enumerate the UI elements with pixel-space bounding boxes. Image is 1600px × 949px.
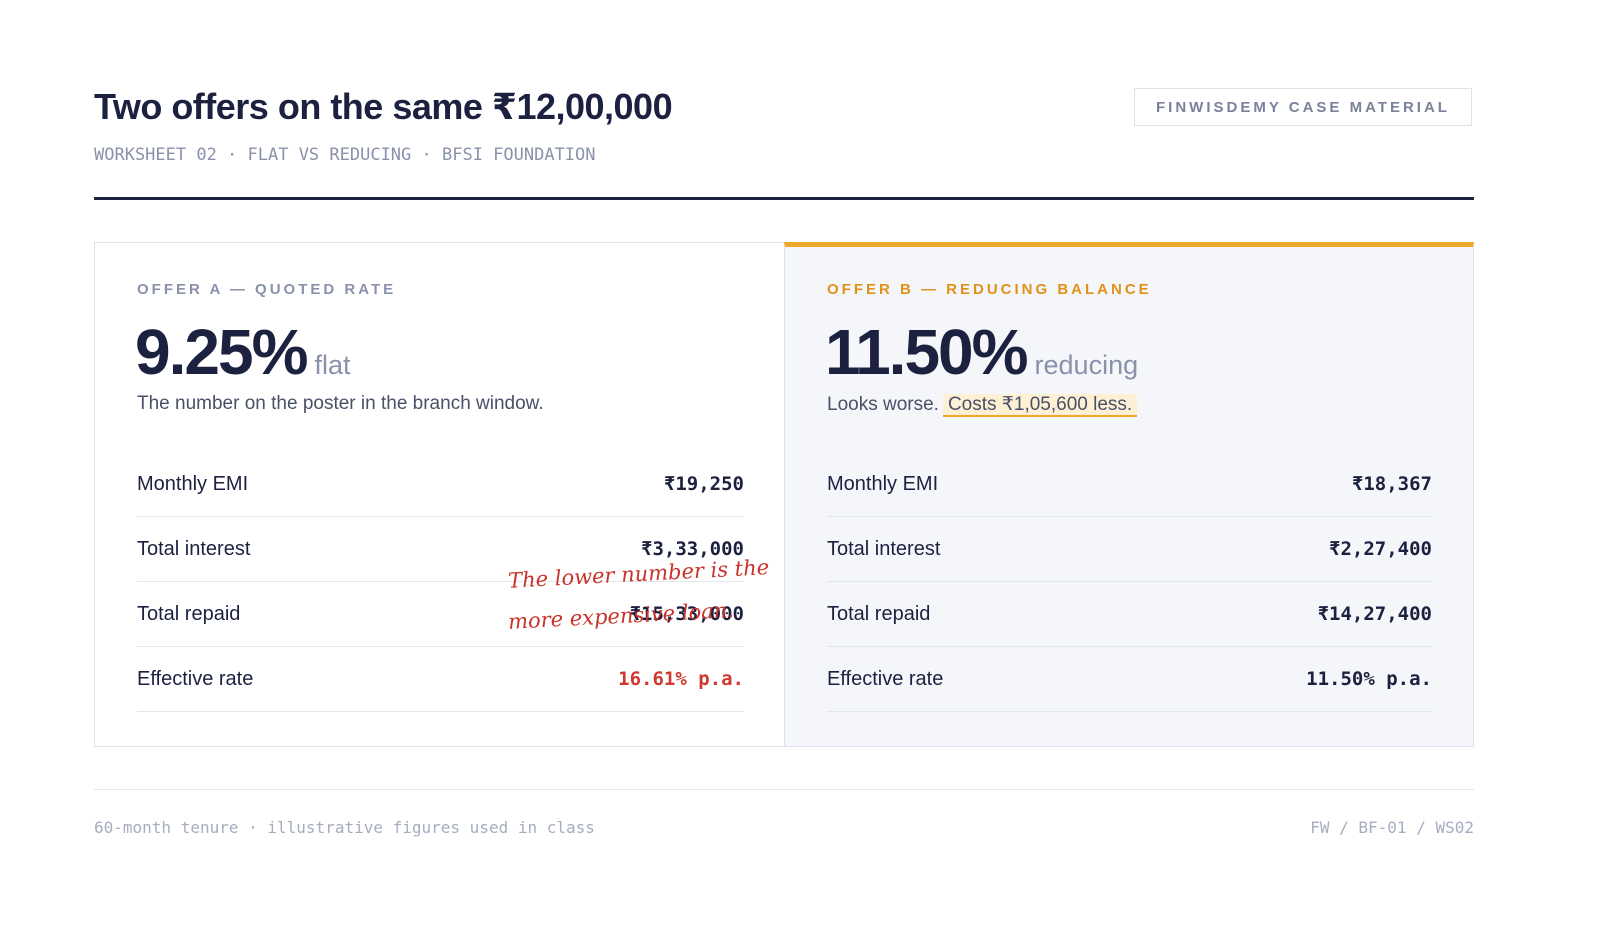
note: Looks worse. Costs ₹1,05,600 less.: [827, 393, 1138, 417]
metric-label: Effective rate: [827, 667, 944, 690]
rate-line: 9.25% flat: [135, 315, 351, 389]
footer-left: 60-month tenure · illustrative figures u…: [94, 818, 595, 837]
subtitle: WORKSHEET 02 · FLAT VS REDUCING · BFSI F…: [94, 145, 596, 165]
metric-label: Monthly EMI: [137, 472, 249, 495]
offer-label: OFFER B — REDUCING BALANCE: [827, 281, 1152, 298]
metric-row: Monthly EMI ₹18,367: [827, 452, 1432, 517]
metric-label: Effective rate: [137, 667, 254, 690]
metric-label: Monthly EMI: [827, 472, 939, 495]
title: Two offers on the same ₹12,00,000: [94, 86, 673, 127]
note: The number on the poster in the branch w…: [137, 393, 544, 415]
metric-row: Effective rate 11.50% p.a.: [827, 647, 1432, 712]
offer-label: OFFER A — QUOTED RATE: [137, 281, 397, 298]
metric-value: 11.50% p.a.: [1306, 668, 1432, 690]
note-text: The number on the poster in the branch w…: [137, 393, 544, 414]
metric-value: 16.61% p.a.: [618, 668, 744, 690]
rate: 11.50%: [825, 316, 1029, 388]
note-text: Looks worse.: [827, 394, 939, 415]
metric-row: Monthly EMI ₹19,250: [137, 452, 744, 517]
offer-card: OFFER A — QUOTED RATE 9.25% flat The number…: [94, 242, 785, 747]
metric-value: ₹18,367: [1351, 473, 1432, 495]
rate: 9.25%: [135, 316, 308, 388]
metric-row: Effective rate 16.61% p.a.: [137, 647, 744, 712]
metric-value: ₹19,250: [663, 473, 744, 495]
rate-unit: reducing: [1034, 350, 1139, 380]
metric-row: Total repaid ₹15,33,000: [137, 582, 744, 647]
metric-value: ₹2,27,400: [1329, 538, 1432, 560]
metric-value: ₹14,27,400: [1317, 603, 1432, 625]
rate-unit: flat: [314, 350, 351, 380]
offer-card: OFFER B — REDUCING BALANCE 11.50% reducing…: [784, 242, 1474, 747]
metric-label: Total repaid: [827, 602, 931, 625]
metric-label: Total repaid: [137, 602, 241, 625]
footer-right: FW / BF-01 / WS02: [1310, 818, 1474, 837]
divider: [94, 197, 1474, 200]
metric-value: ₹15,33,000: [629, 603, 744, 625]
note-highlight: Costs ₹1,05,600 less.: [942, 394, 1138, 417]
footer-rule: [94, 789, 1474, 790]
metric-row: Total interest ₹3,33,000: [137, 517, 744, 582]
metric-row: Total interest ₹2,27,400: [827, 517, 1432, 582]
metric-row: Total repaid ₹14,27,400: [827, 582, 1432, 647]
metric-value: ₹3,33,000: [641, 538, 744, 560]
metric-label: Total interest: [137, 537, 251, 560]
rate-line: 11.50% reducing: [825, 315, 1138, 389]
badge: FINWISDEMY CASE MATERIAL: [1134, 88, 1472, 126]
metric-list: Monthly EMI ₹19,250 Total interest ₹3,33,00…: [137, 452, 744, 712]
metric-label: Total interest: [827, 537, 941, 560]
metric-list: Monthly EMI ₹18,367 Total interest ₹2,27,40…: [827, 452, 1432, 712]
